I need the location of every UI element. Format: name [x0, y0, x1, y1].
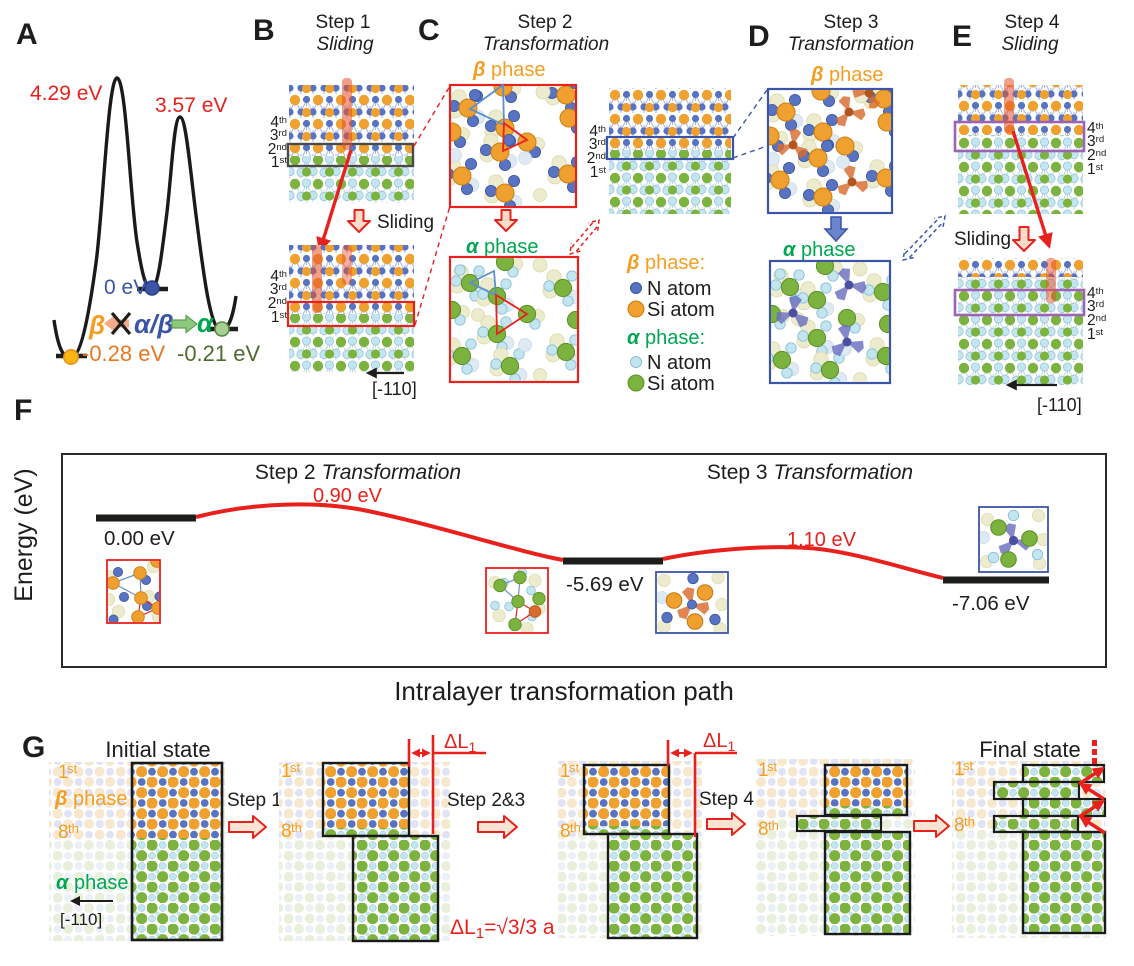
svg-text:8: 8 — [560, 821, 571, 842]
svg-text:Si atom: Si atom — [647, 373, 715, 395]
svg-text:st: st — [963, 758, 974, 773]
svg-text:[-110]: [-110] — [1037, 395, 1082, 415]
svg-text:Step 2 Transformation: Step 2 Transformation — [255, 461, 461, 484]
svg-text:Step 3: Step 3 — [824, 12, 879, 33]
svg-text:β: β — [626, 252, 639, 274]
svg-text:8: 8 — [58, 822, 69, 843]
svg-text:th: th — [570, 820, 581, 835]
svg-text:0.00 eV: 0.00 eV — [104, 527, 175, 550]
svg-text:-7.06 eV: -7.06 eV — [952, 592, 1030, 615]
svg-text:G: G — [22, 731, 45, 764]
svg-text:st: st — [290, 760, 301, 775]
svg-text:Initial state: Initial state — [105, 737, 210, 762]
svg-text:1: 1 — [560, 761, 571, 782]
svg-text:β: β — [88, 310, 105, 340]
svg-text:β: β — [54, 788, 67, 810]
svg-text:1: 1 — [758, 760, 769, 781]
svg-text:Step 3 Transformation: Step 3 Transformation — [707, 461, 913, 484]
svg-text:th: th — [68, 821, 79, 836]
svg-text:phase: phase — [74, 872, 129, 894]
svg-text:-5.69 eV: -5.69 eV — [566, 573, 644, 596]
svg-text:-0.28 eV: -0.28 eV — [82, 341, 165, 366]
svg-text:st: st — [67, 761, 78, 776]
svg-text:C: C — [418, 14, 440, 47]
svg-text:[-110]: [-110] — [60, 910, 102, 929]
svg-text:Sliding: Sliding — [1001, 34, 1058, 55]
svg-text:N atom: N atom — [647, 352, 711, 374]
svg-text:-0.21 eV: -0.21 eV — [177, 341, 260, 366]
svg-text:phase: phase — [73, 788, 128, 810]
svg-text:N atom: N atom — [647, 278, 711, 300]
svg-text:β: β — [472, 59, 485, 81]
svg-text:0.90 eV: 0.90 eV — [313, 485, 383, 507]
svg-text:Step 4: Step 4 — [1005, 12, 1060, 33]
svg-text:phase:: phase: — [645, 327, 705, 349]
svg-text:Si atom: Si atom — [647, 299, 715, 321]
svg-text:Step 1: Step 1 — [227, 790, 282, 811]
svg-text:A: A — [16, 18, 38, 51]
svg-text:Step 1: Step 1 — [316, 12, 371, 33]
svg-text:E: E — [952, 20, 972, 53]
svg-text:F: F — [14, 394, 32, 427]
svg-text:D: D — [748, 20, 770, 53]
svg-text:α: α — [783, 239, 797, 261]
svg-text:B: B — [253, 14, 275, 47]
svg-text:α/β: α/β — [134, 309, 173, 339]
svg-text:8: 8 — [954, 815, 965, 836]
svg-text:α: α — [466, 236, 480, 258]
svg-text:phase: phase — [491, 59, 546, 81]
svg-text:th: th — [291, 820, 302, 835]
svg-text:th: th — [768, 818, 779, 833]
svg-text:Energy (eV): Energy (eV) — [10, 468, 38, 601]
svg-text:1: 1 — [281, 761, 292, 782]
svg-text:th: th — [964, 814, 975, 829]
svg-text:phase: phase — [829, 64, 884, 86]
svg-text:phase: phase — [801, 239, 856, 261]
svg-text:α: α — [197, 308, 215, 338]
svg-text:4.29 eV: 4.29 eV — [30, 82, 102, 105]
svg-text:0 eV: 0 eV — [104, 276, 147, 299]
svg-text:Transformation: Transformation — [483, 34, 609, 55]
svg-text:ΔL1: ΔL1 — [444, 731, 476, 755]
svg-text:β: β — [810, 64, 823, 86]
svg-text:st: st — [767, 759, 778, 774]
svg-text:phase: phase — [484, 236, 539, 258]
svg-text:α: α — [56, 872, 70, 894]
svg-text:Sliding: Sliding — [954, 229, 1011, 250]
svg-text:Final state: Final state — [979, 737, 1081, 762]
svg-text:[-110]: [-110] — [372, 379, 417, 399]
svg-text:8: 8 — [758, 819, 769, 840]
svg-text:1: 1 — [58, 762, 69, 783]
svg-text:Step 2: Step 2 — [518, 12, 573, 33]
svg-text:8: 8 — [281, 821, 292, 842]
svg-text:α: α — [627, 327, 641, 349]
svg-text:Transformation: Transformation — [788, 34, 914, 55]
svg-text:Intralayer transformation path: Intralayer transformation path — [394, 676, 734, 706]
svg-text:phase:: phase: — [645, 252, 705, 274]
svg-text:1: 1 — [954, 759, 965, 780]
svg-text:Sliding: Sliding — [316, 34, 373, 55]
svg-text:Step 2&3: Step 2&3 — [447, 790, 525, 811]
svg-text:ΔL1=√3/3 a: ΔL1=√3/3 a — [450, 916, 555, 942]
svg-text:st: st — [569, 760, 580, 775]
svg-text:Sliding: Sliding — [377, 212, 434, 233]
svg-text:3.57 eV: 3.57 eV — [155, 94, 227, 117]
svg-text:1.10 eV: 1.10 eV — [787, 529, 857, 551]
svg-text:Step 4: Step 4 — [699, 789, 754, 810]
